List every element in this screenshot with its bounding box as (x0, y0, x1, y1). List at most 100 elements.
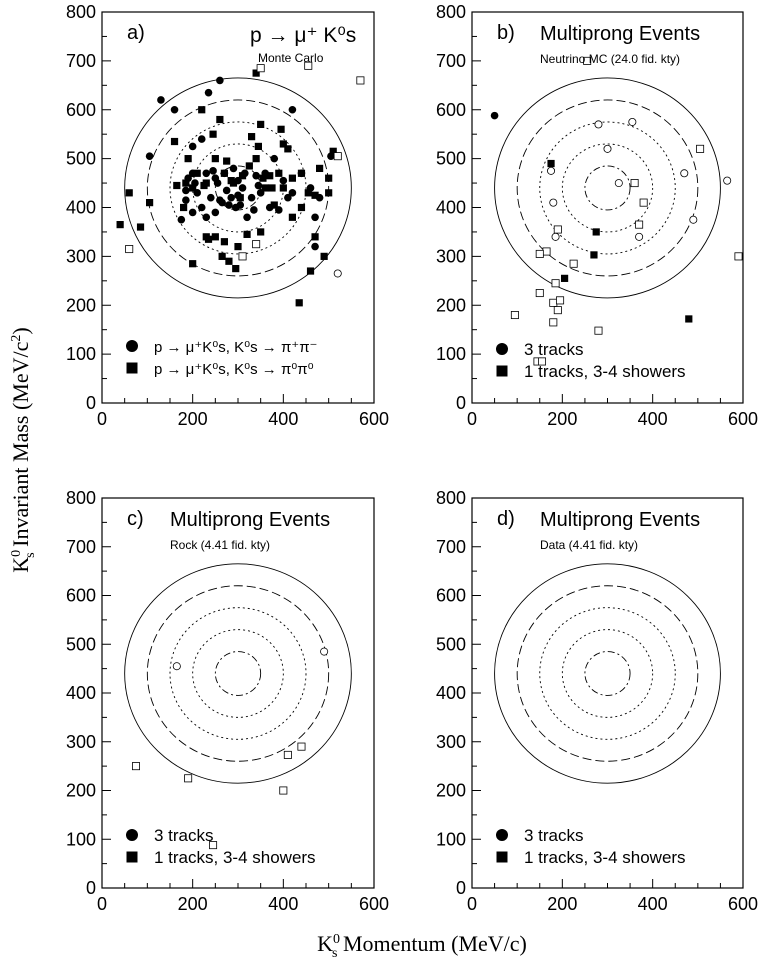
y-tick-label: 400 (66, 683, 96, 703)
panel-subtitle: Monte Carlo (258, 51, 324, 65)
data-point-filled-square (211, 233, 219, 241)
x-tick-label: 600 (359, 894, 389, 914)
legend-label: 3 tracks (524, 826, 584, 845)
data-point-filled-circle (211, 174, 220, 182)
x-tick-label: 0 (97, 894, 107, 914)
data-point-filled-circle (182, 186, 190, 195)
data-point-filled-square (279, 140, 287, 148)
panel-subtitle: Neutrino MC (24.0 fid. kty) (540, 52, 680, 66)
data-point-open-circle (635, 232, 644, 241)
y-axis-title-part: 0 (9, 550, 24, 557)
data-point-open-circle (333, 269, 342, 278)
data-point-open-square (283, 750, 292, 759)
y-tick-label: 700 (436, 537, 466, 557)
panel-subtitle: Rock (4.41 fid. kty) (170, 538, 270, 552)
data-point-filled-circle (177, 215, 186, 224)
x-tick-label: 0 (467, 894, 477, 914)
data-point-open-square (304, 61, 313, 70)
data-point-filled-square (220, 238, 228, 246)
contour-ellipse (494, 563, 721, 784)
data-point-open-square (252, 240, 261, 249)
y-tick-label: 0 (86, 393, 96, 413)
y-tick-label: 200 (436, 295, 466, 315)
data-point-filled-circle (227, 193, 235, 202)
data-point-filled-circle (284, 193, 292, 202)
y-tick-label: 100 (66, 344, 96, 364)
data-point-filled-circle (311, 213, 319, 222)
data-point-filled-square (189, 260, 197, 268)
data-point-open-square (696, 144, 705, 153)
contour-ellipse (516, 99, 699, 277)
y-tick-label: 300 (66, 732, 96, 752)
panel-d: 0 100 200 300 400 500 600 700 800 0 200 400 600 d) Mul… (436, 488, 758, 914)
data-point-open-square (583, 56, 592, 65)
y-tick-label: 800 (66, 488, 96, 508)
data-point-open-circle (689, 215, 698, 224)
data-point-filled-square (295, 299, 303, 307)
y-tick-label: 500 (66, 634, 96, 654)
y-tick-label: 800 (436, 488, 466, 508)
data-point-filled-square (227, 177, 235, 185)
data-point-filled-circle (188, 208, 197, 217)
data-point-filled-square (547, 159, 555, 168)
y-tick-label: 300 (66, 246, 96, 266)
data-point-filled-square (189, 184, 197, 192)
legend-marker-circle (126, 829, 138, 841)
data-point-filled-square (311, 233, 319, 241)
y-axis-title-part: s (23, 552, 38, 557)
data-point-filled-square (125, 189, 133, 197)
data-point-open-square (131, 762, 140, 771)
data-point-filled-square (136, 223, 145, 231)
data-point-open-circle (547, 166, 556, 175)
data-point-open-square (594, 326, 603, 335)
data-point-open-square (333, 152, 342, 161)
data-point-filled-square (232, 264, 240, 273)
plot-frame (471, 497, 744, 889)
data-point-filled-square (261, 184, 269, 192)
data-point-filled-square (288, 213, 296, 221)
data-point-open-square (535, 249, 544, 258)
data-point-filled-square (146, 199, 154, 207)
y-tick-label: 0 (86, 878, 96, 898)
data-point-open-square (542, 247, 551, 256)
y-tick-label: 200 (66, 781, 96, 801)
y-tick-label: 500 (436, 634, 466, 654)
x-tick-label: 600 (728, 409, 758, 429)
data-point-open-circle (594, 120, 603, 129)
data-point-filled-circle (243, 213, 251, 222)
data-point-open-square (569, 259, 578, 268)
data-point-filled-circle (252, 171, 260, 180)
contour-ellipse (124, 563, 352, 784)
x-axis-title-part: 0 (333, 932, 340, 947)
data-point-open-square (209, 841, 218, 850)
contour-ellipse (561, 629, 654, 718)
data-point-open-circle (628, 117, 637, 126)
data-point-filled-square (560, 274, 569, 282)
data-point-filled-square (223, 157, 231, 165)
data-point-open-square (556, 296, 565, 305)
y-axis-title-part: 2 (9, 335, 24, 342)
legend-marker-square (496, 851, 508, 863)
data-point-filled-square (297, 169, 306, 177)
contour-ellipse (192, 629, 284, 718)
y-tick-label: 700 (436, 51, 466, 71)
x-tick-label: 400 (638, 894, 668, 914)
x-tick-label: 0 (467, 409, 477, 429)
data-point-open-square (639, 198, 648, 207)
data-point-open-square (279, 786, 288, 795)
data-point-filled-circle (250, 206, 258, 214)
data-point-open-circle (549, 198, 558, 207)
y-tick-label: 100 (436, 829, 466, 849)
data-point-filled-square (245, 162, 253, 170)
data-point-open-square (630, 179, 639, 188)
y-tick-label: 600 (436, 100, 466, 120)
data-point-filled-square (257, 120, 265, 129)
data-point-filled-square (277, 125, 285, 133)
data-point-open-square (256, 64, 265, 73)
y-tick-label: 500 (66, 149, 96, 169)
data-point-open-circle (603, 144, 612, 153)
y-tick-label: 500 (436, 149, 466, 169)
contour-ellipse (169, 121, 307, 255)
x-axis-title-part: Momentum (MeV/c) (337, 931, 526, 956)
